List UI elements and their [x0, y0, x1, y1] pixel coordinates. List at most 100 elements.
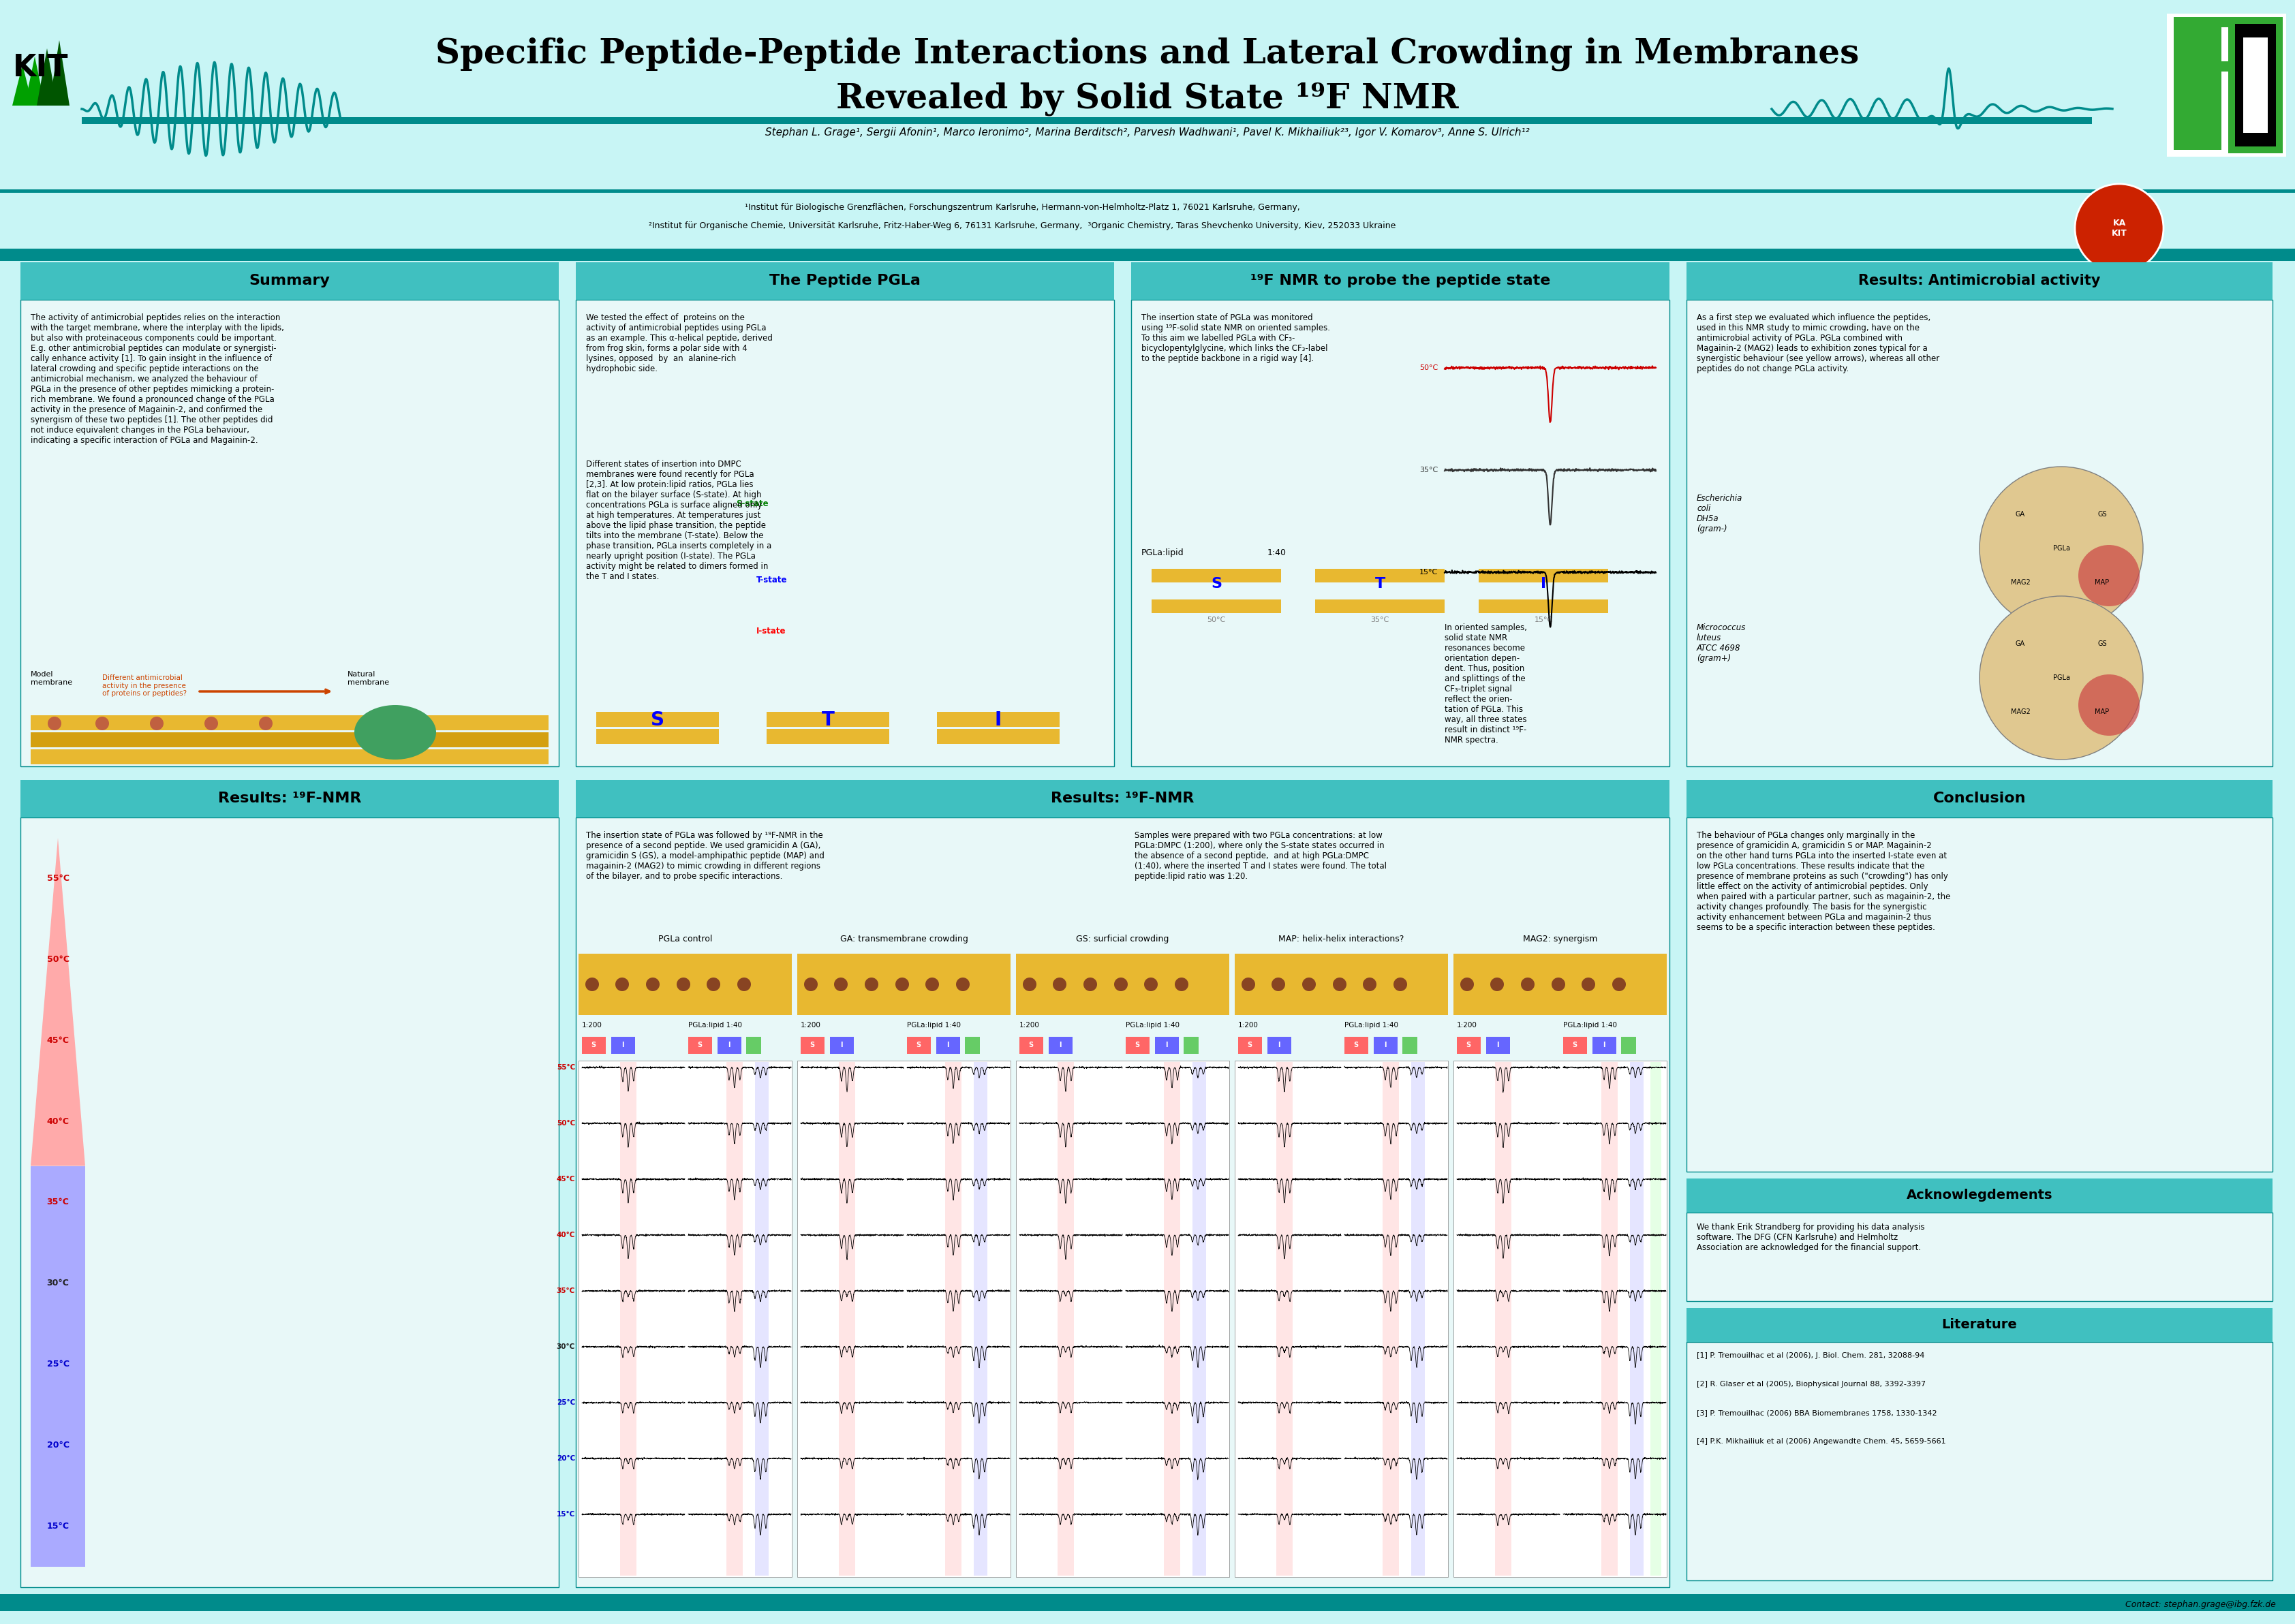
Text: 45°C: 45°C [46, 1036, 69, 1044]
Bar [1563, 1036, 1588, 1054]
Text: Specific Peptide-Peptide Interactions and Lateral Crowding in Membranes: Specific Peptide-Peptide Interactions an… [436, 37, 1859, 71]
Circle shape [96, 716, 110, 731]
Bar [2173, 62, 2228, 71]
Text: We thank Erik Strandberg for providing his data analysis
software. The DFG (CFN : We thank Erik Strandberg for providing h… [1696, 1223, 1926, 1252]
Text: 1:200: 1:200 [1457, 1021, 1478, 1028]
Text: PGLa:lipid 1:40: PGLa:lipid 1:40 [688, 1021, 741, 1028]
Bar [0, 1595, 2295, 1611]
Circle shape [1981, 596, 2144, 760]
Bar [30, 715, 549, 731]
Bar [1131, 300, 1668, 767]
Polygon shape [37, 49, 57, 106]
Text: S: S [916, 1041, 920, 1049]
Bar [1235, 953, 1448, 1015]
Text: [1] P. Tremouilhac et al (2006), J. Biol. Chem. 281, 32088-94: [1] P. Tremouilhac et al (2006), J. Biol… [1696, 1353, 1926, 1359]
Text: 30°C: 30°C [558, 1343, 576, 1350]
Text: MAG2: MAG2 [2010, 580, 2031, 586]
Bar [2173, 16, 2256, 28]
Text: 35°C: 35°C [1418, 466, 1437, 474]
Text: S: S [810, 1041, 815, 1049]
Text: Different states of insertion into DMPC
membranes were found recently for PGLa
[: Different states of insertion into DMPC … [585, 460, 771, 581]
Text: Samples were prepared with two PGLa concentrations: at low
PGLa:DMPC (1:200), wh: Samples were prepared with two PGLa conc… [1134, 831, 1386, 880]
Circle shape [1271, 978, 1285, 991]
Text: 35°C: 35°C [1370, 617, 1388, 624]
Bar [1487, 1036, 1510, 1054]
Bar [946, 1062, 962, 1575]
Text: Contact: stephan.grage@ibg.fzk.de: Contact: stephan.grage@ibg.fzk.de [2125, 1600, 2277, 1609]
Bar [1478, 599, 1609, 614]
Bar [0, 190, 2295, 193]
Text: Stephan L. Grage¹, Sergii Afonin¹, Marco Ieronimo², Marina Berditsch², Parvesh W: Stephan L. Grage¹, Sergii Afonin¹, Marco… [764, 127, 1531, 138]
Bar [1152, 599, 1281, 614]
Circle shape [1460, 978, 1473, 991]
Circle shape [615, 978, 629, 991]
Text: We tested the effect of  proteins on the
activity of antimicrobial peptides usin: We tested the effect of proteins on the … [585, 313, 773, 374]
Text: S-state: S-state [737, 499, 769, 508]
Text: 1:200: 1:200 [1019, 1021, 1040, 1028]
Circle shape [737, 978, 750, 991]
Bar [801, 1036, 824, 1054]
Text: [2] R. Glaser et al (2005), Biophysical Journal 88, 3392-3397: [2] R. Glaser et al (2005), Biophysical … [1696, 1380, 1926, 1387]
Text: 25°C: 25°C [46, 1359, 69, 1369]
Bar [2235, 24, 2277, 146]
Bar [1687, 1179, 2272, 1213]
Bar [1602, 1062, 1618, 1575]
Text: GA: GA [2015, 512, 2024, 518]
Bar [796, 953, 1010, 1015]
Bar [576, 817, 1668, 1587]
Text: I: I [1384, 1041, 1386, 1049]
Text: [4] P.K. Mikhailiuk et al (2006) Angewandte Chem. 45, 5659-5661: [4] P.K. Mikhailiuk et al (2006) Angewan… [1696, 1437, 1946, 1445]
Bar [1687, 1213, 2272, 1301]
Text: MAP: helix-helix interactions?: MAP: helix-helix interactions? [1278, 935, 1405, 944]
Polygon shape [11, 65, 32, 106]
Bar [1687, 261, 2272, 300]
Text: The insertion state of PGLa was monitored
using ¹⁹F-solid state NMR on oriented : The insertion state of PGLa was monitore… [1141, 313, 1331, 364]
Circle shape [1333, 978, 1347, 991]
Bar [746, 1036, 762, 1054]
Bar [725, 1062, 744, 1575]
Bar [21, 780, 558, 817]
Circle shape [1551, 978, 1565, 991]
Text: 55°C: 55°C [558, 1064, 576, 1070]
Bar [21, 300, 558, 767]
Text: 50°C: 50°C [1207, 617, 1226, 624]
Text: In oriented samples,
solid state NMR
resonances become
orientation depen-
dent. : In oriented samples, solid state NMR res… [1444, 624, 1526, 744]
Circle shape [677, 978, 691, 991]
Bar [0, 248, 2295, 261]
Circle shape [1363, 978, 1377, 991]
Circle shape [1113, 978, 1127, 991]
Circle shape [1981, 466, 2144, 630]
Bar [9, 6, 78, 115]
Text: Different antimicrobial
activity in the presence
of proteins or peptides?: Different antimicrobial activity in the … [103, 674, 186, 697]
Text: S: S [1572, 1041, 1577, 1049]
Bar [1457, 1036, 1480, 1054]
Text: 30°C: 30°C [46, 1278, 69, 1288]
Text: 20°C: 20°C [46, 1440, 69, 1450]
Bar [1375, 1036, 1398, 1054]
Bar [1017, 953, 1230, 1015]
Bar [30, 732, 549, 747]
Bar [1687, 1341, 2272, 1580]
Bar [1049, 1036, 1072, 1054]
Circle shape [2079, 546, 2139, 606]
Circle shape [1611, 978, 1625, 991]
Text: 15°C: 15°C [1533, 617, 1554, 624]
Circle shape [149, 716, 163, 731]
Bar [30, 749, 549, 765]
Bar [936, 711, 1060, 728]
Circle shape [2079, 674, 2139, 736]
Circle shape [1175, 978, 1189, 991]
Text: ¹⁹F NMR to probe the peptide state: ¹⁹F NMR to probe the peptide state [1251, 274, 1551, 287]
Bar [2166, 13, 2286, 156]
Bar [2242, 37, 2267, 133]
Bar [597, 711, 718, 728]
Text: PGLa: PGLa [2052, 674, 2070, 680]
Text: Revealed by Solid State ¹⁹F NMR: Revealed by Solid State ¹⁹F NMR [835, 81, 1460, 115]
Text: Results: ¹⁹F-NMR: Results: ¹⁹F-NMR [218, 793, 360, 806]
Text: 40°C: 40°C [46, 1117, 69, 1125]
Text: Summary: Summary [250, 274, 330, 287]
Polygon shape [30, 838, 85, 1166]
Circle shape [204, 716, 218, 731]
Bar [1593, 1036, 1616, 1054]
Circle shape [957, 978, 971, 991]
